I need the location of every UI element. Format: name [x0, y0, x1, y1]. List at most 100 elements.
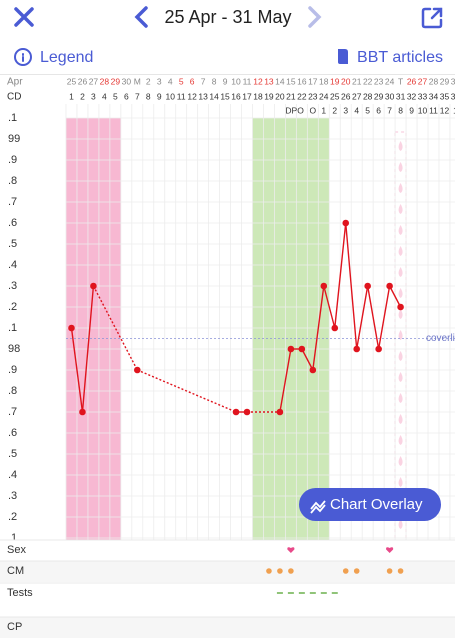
cm-icon [277, 568, 283, 574]
y-tick-label: .4 [8, 469, 17, 481]
dpo-label: DPO [285, 105, 304, 115]
period-band [66, 118, 121, 540]
fertile-band [252, 118, 330, 540]
y-tick-label: .5 [8, 448, 17, 460]
date-label: 30 [451, 76, 455, 86]
temp-point [243, 408, 251, 416]
temp-point [287, 345, 295, 353]
chart-overlay-button[interactable]: Chart Overlay [299, 488, 441, 521]
cycle-day: 17 [242, 91, 252, 101]
drop-icon [398, 351, 403, 361]
cycle-day: 28 [363, 91, 373, 101]
y-tick-label: .8 [8, 385, 17, 397]
y-tick-label: .9 [8, 154, 17, 166]
cycle-day: 32 [407, 91, 417, 101]
y-tick-label: .4 [8, 259, 17, 271]
temp-line [323, 285, 336, 329]
y-tick-label: .7 [8, 196, 17, 208]
date-label: 12 [253, 76, 263, 86]
date-label: 19 [330, 76, 340, 86]
cycle-day: 33 [418, 91, 428, 101]
cycle-day: 25 [330, 91, 340, 101]
cycle-day: 36 [451, 91, 455, 101]
cm-icon [386, 568, 393, 574]
dpo-day: 4 [354, 105, 359, 115]
dpo-day: 2 [332, 105, 337, 115]
cm-icon [353, 568, 360, 574]
date-label: 23 [374, 76, 384, 86]
articles-button[interactable]: BBT articles [338, 49, 443, 66]
date-label: 28 [100, 76, 110, 86]
y-tick-label: .1 [8, 112, 17, 124]
y-tick-label: .9 [8, 364, 17, 376]
cycle-day: 22 [297, 91, 307, 101]
cm-icon [342, 568, 349, 574]
dpo-day: 1 [321, 105, 326, 115]
temp-line [70, 327, 84, 413]
dpo-day: 5 [365, 105, 370, 115]
drop-icon [398, 519, 403, 529]
drop-icon [398, 141, 403, 151]
next-button[interactable] [308, 6, 322, 28]
date-label: 14 [275, 76, 285, 86]
temp-point [342, 219, 350, 227]
dpo-day: 9 [409, 105, 414, 115]
temp-point [353, 345, 361, 353]
date-label: 3 [157, 76, 162, 86]
date-label: 17 [308, 76, 318, 86]
date-label: 24 [385, 76, 395, 86]
close-button[interactable] [14, 7, 34, 27]
temp-point [386, 282, 393, 290]
drop-icon [398, 225, 403, 235]
legend-button[interactable]: Legend [14, 48, 93, 66]
cm-icon [397, 568, 404, 574]
cycle-day: 20 [275, 91, 285, 101]
prev-button[interactable] [134, 6, 148, 28]
temp-point [90, 282, 97, 290]
temp-line [334, 222, 347, 329]
row-label: CP [7, 621, 22, 633]
date-label: 29 [440, 76, 450, 86]
drop-icon [398, 162, 403, 172]
row-bg [0, 540, 455, 561]
drop-icon [398, 246, 403, 256]
temp-point [79, 408, 86, 416]
cycle-day: 4 [102, 91, 107, 101]
share-button[interactable] [421, 7, 443, 29]
cycle-day: 18 [253, 91, 263, 101]
cycle-day: 12 [187, 91, 197, 101]
row-bg [0, 561, 455, 582]
cycle-day: 3 [91, 91, 96, 101]
cycle-day: 27 [352, 91, 362, 101]
sex-icon [386, 547, 394, 553]
date-label: 30 [122, 76, 132, 86]
date-label: 20 [341, 76, 351, 86]
cm-icon [288, 568, 294, 574]
cycle-day: 19 [264, 91, 274, 101]
date-label: 13 [264, 76, 274, 86]
temp-point [298, 345, 306, 353]
temp-point [309, 366, 317, 374]
date-label: 9 [223, 76, 228, 86]
cycle-day: 1 [69, 91, 74, 101]
drop-icon [398, 435, 403, 445]
date-label: 7 [201, 76, 206, 86]
temp-point [331, 324, 339, 332]
cd-label: CD [7, 92, 21, 103]
temp-line [301, 348, 314, 371]
cycle-day: 16 [231, 91, 241, 101]
dpo-day: 6 [376, 105, 381, 115]
cycle-day: 24 [319, 91, 329, 101]
divider [0, 74, 455, 75]
dpo-day: 7 [387, 105, 392, 115]
y-tick-label: .1 [8, 322, 17, 334]
sex-icon [287, 547, 295, 553]
button-label: Chart Overlay [330, 496, 423, 513]
drop-icon [398, 288, 403, 298]
dpo-day: O [310, 105, 317, 115]
date-label: 6 [190, 76, 195, 86]
cycle-day: 23 [308, 91, 318, 101]
cycle-day: 8 [146, 91, 151, 101]
row-label: Sex [7, 544, 26, 556]
dpo-day: 3 [343, 105, 348, 115]
